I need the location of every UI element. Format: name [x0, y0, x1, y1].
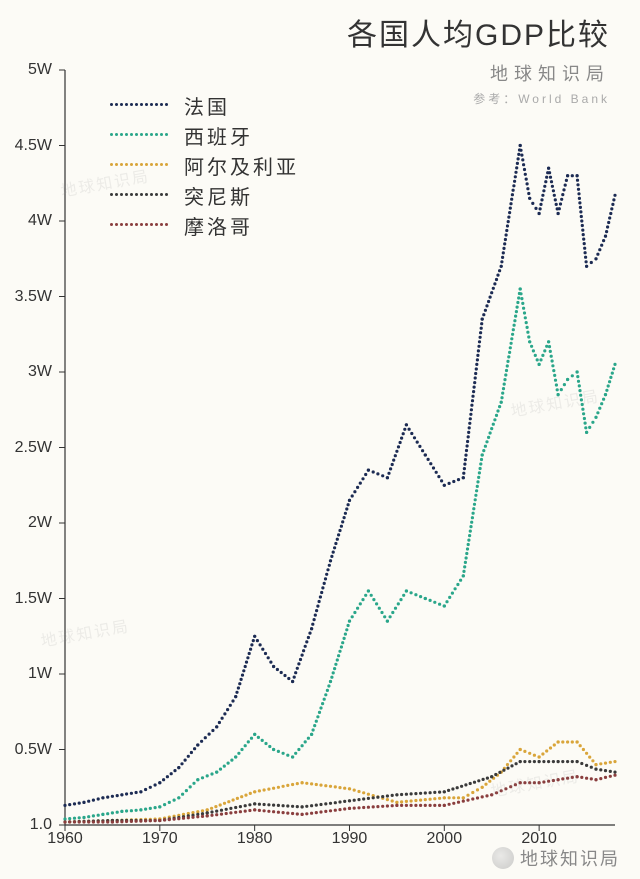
- y-axis-label: 0.5W: [2, 741, 52, 759]
- chart-container: 各国人均GDP比较 地球知识局 参考：World Bank 法国西班牙阿尔及利亚…: [0, 0, 640, 879]
- footer-text: 地球知识局: [520, 845, 620, 871]
- y-axis-label: 3.5W: [2, 288, 52, 306]
- y-axis-label: 5W: [2, 61, 52, 79]
- y-axis-label: 1W: [2, 665, 52, 683]
- axes: [65, 70, 615, 825]
- series: [63, 144, 616, 807]
- globe-icon: [492, 847, 514, 869]
- x-axis-label: 1980: [237, 830, 273, 848]
- chart-svg: [0, 0, 640, 879]
- y-axis-label: 4W: [2, 212, 52, 230]
- y-axis-label: 3W: [2, 363, 52, 381]
- y-axis-label: 1.0: [2, 816, 52, 834]
- series: [63, 287, 616, 820]
- x-axis-label: 2000: [427, 830, 463, 848]
- series: [63, 774, 616, 824]
- x-axis-label: 1960: [47, 830, 83, 848]
- y-axis-label: 1.5W: [2, 590, 52, 608]
- y-axis-label: 2.5W: [2, 439, 52, 457]
- series: [63, 760, 616, 824]
- y-axis-label: 4.5W: [2, 137, 52, 155]
- footer-logo: 地球知识局: [492, 845, 620, 871]
- x-axis-label: 1990: [332, 830, 368, 848]
- y-axis-label: 2W: [2, 514, 52, 532]
- x-axis-label: 1970: [142, 830, 178, 848]
